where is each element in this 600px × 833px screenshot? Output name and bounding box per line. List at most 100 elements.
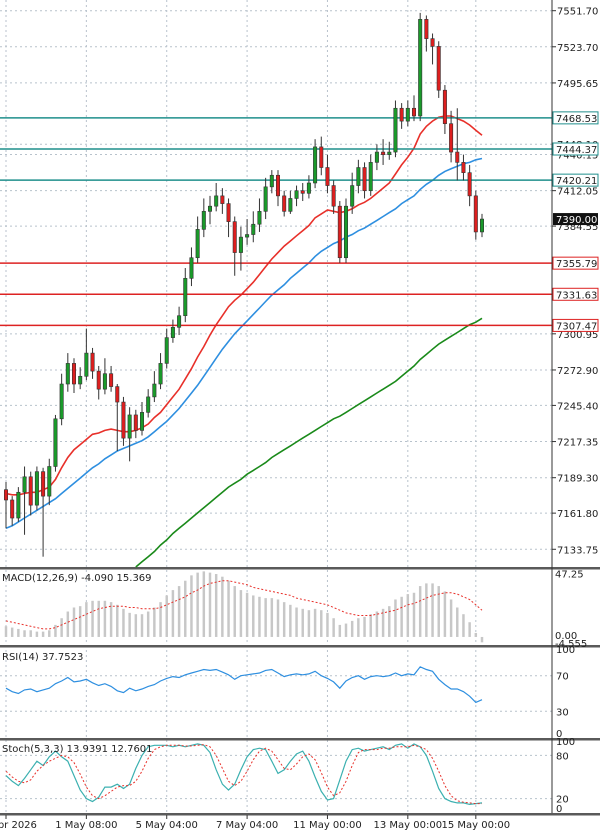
candle-body	[34, 471, 39, 506]
candle-body	[343, 205, 348, 259]
panel-separator	[0, 738, 600, 741]
price-tick-label: 7412.05	[557, 187, 598, 198]
candle-body	[405, 107, 410, 122]
level-label: 7420.21	[556, 176, 597, 187]
candle-body	[47, 466, 52, 497]
price-tick-label: 7384.55	[557, 222, 598, 233]
candle-body	[455, 151, 460, 163]
candle-body	[72, 363, 77, 385]
candle-body	[294, 190, 299, 199]
candle-body	[479, 218, 484, 233]
price-panel[interactable]	[0, 12, 552, 568]
rsi-tick-label: 100	[556, 645, 575, 656]
candle-body	[467, 172, 472, 197]
candle-body	[251, 223, 256, 235]
candle-body	[424, 19, 429, 39]
candle-body	[158, 363, 163, 385]
price-tick-label: 7133.75	[557, 545, 598, 556]
candle-body	[232, 221, 237, 253]
candle-body	[362, 167, 367, 192]
time-label: 13 May 00:00	[374, 820, 443, 831]
candle-body	[442, 89, 447, 125]
macd-label: MACD(12,26,9) -4.090 15.369	[2, 573, 152, 584]
rsi-tick-label: 0	[556, 729, 562, 740]
time-label: 1 May 08:00	[55, 820, 117, 831]
rsi-line	[5, 666, 483, 704]
rsi-label: RSI(14) 37.7523	[2, 652, 83, 663]
candle-body	[152, 383, 157, 398]
candle-body	[350, 185, 355, 207]
candle-body	[288, 198, 293, 212]
candle-body	[53, 418, 58, 467]
candle-body	[164, 337, 169, 364]
candle-body	[238, 236, 243, 253]
candle-body	[177, 315, 182, 328]
time-label: 29 Apr 2026	[0, 820, 37, 831]
price-axis: 7551.707523.707495.657448.107440.157412.…	[551, 0, 599, 815]
rsi-panel[interactable]: RSI(14) 37.7523	[0, 652, 552, 712]
stoch-tick-label: 20	[556, 795, 569, 806]
last-price-label: 7390.00	[556, 215, 597, 226]
price-tick-label: 7245.40	[557, 401, 598, 412]
candle-body	[121, 401, 126, 439]
candle-body	[473, 195, 478, 233]
last-price-box	[553, 213, 598, 226]
candle-body	[65, 363, 70, 385]
candle-body	[10, 499, 15, 519]
macd-panel[interactable]: MACD(12,26,9) -4.090 15.369	[2, 571, 484, 643]
stochastic-panel[interactable]: Stoch(5,3,3) 13.9391 12.7601	[0, 743, 552, 806]
moving-average-line-1	[5, 115, 483, 496]
candle-body	[170, 327, 175, 338]
candle-body	[127, 414, 132, 439]
level-label: 7468.53	[556, 114, 597, 125]
candle-body	[90, 352, 95, 372]
candle-body	[368, 162, 373, 192]
price-tick-label: 7161.80	[557, 509, 598, 520]
candle-body	[245, 234, 250, 238]
rsi-tick-label: 70	[556, 672, 569, 683]
price-tick-label: 7217.35	[557, 438, 598, 449]
candle-body	[461, 162, 466, 173]
price-tick-label: 7272.90	[557, 366, 598, 377]
candle-body	[306, 182, 311, 194]
candle-body	[133, 414, 138, 431]
candle-body	[374, 151, 379, 163]
level-label: 7444.37	[556, 145, 597, 156]
candle-body	[41, 471, 46, 497]
candle-body	[393, 107, 398, 153]
candle-body	[59, 383, 64, 420]
candle-body	[140, 412, 145, 431]
stoch-tick-label: 0	[556, 804, 562, 815]
time-label: 11 May 00:00	[293, 820, 362, 831]
time-axis: 29 Apr 2026 1 May 08:00 5 May 04:00 7 May 0…	[0, 815, 510, 831]
candle-body	[195, 229, 200, 259]
price-tick-label: 7300.95	[557, 330, 598, 341]
rsi-tick-label: 30	[556, 707, 569, 718]
panel-separator	[0, 567, 600, 570]
candle-body	[436, 46, 441, 91]
macd-signal-line	[5, 580, 483, 630]
price-tick-label: 7440.15	[557, 150, 598, 161]
price-tick-label: 7551.70	[557, 7, 598, 18]
time-label: 7 May 04:00	[216, 820, 278, 831]
level-label-box	[552, 173, 599, 187]
candle-body	[78, 375, 83, 385]
time-label: 15 May 00:00	[442, 820, 511, 831]
price-tick-label: 7495.65	[557, 79, 598, 90]
candle-body	[269, 174, 274, 188]
candle-body	[275, 174, 280, 197]
stoch-label: Stoch(5,3,3) 13.9391 12.7601	[2, 744, 153, 755]
candle-body	[84, 352, 89, 377]
candle-body	[16, 491, 21, 519]
candle-body	[201, 211, 206, 230]
panel-separator	[0, 645, 600, 648]
level-label: 7331.63	[556, 290, 597, 301]
moving-average-line-3	[135, 317, 483, 568]
moving-average-line-2	[5, 157, 483, 530]
macd-tick-label: -4.555	[555, 639, 587, 650]
level-label: 7355.79	[556, 259, 597, 270]
candle-body	[214, 195, 219, 207]
candle-body	[313, 146, 318, 184]
candle-body	[381, 151, 386, 155]
